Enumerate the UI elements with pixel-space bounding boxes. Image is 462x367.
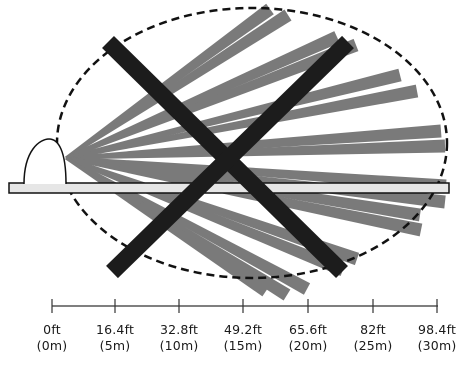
detection-beam bbox=[65, 156, 423, 237]
tick-label-meters: (0m) bbox=[36, 338, 68, 353]
tick-label-feet: 65.6ft bbox=[288, 322, 328, 337]
detection-beam bbox=[65, 68, 402, 160]
distance-axis bbox=[51, 299, 438, 313]
tick-label-meters: (10m) bbox=[159, 338, 199, 353]
axis-tick-label: 32.8ft (10m) bbox=[149, 322, 209, 354]
tick-label-meters: (25m) bbox=[353, 338, 393, 353]
detection-beam bbox=[65, 9, 292, 160]
detection-beam bbox=[65, 3, 274, 160]
axis-tick-label: 16.4ft (5m) bbox=[85, 322, 145, 354]
tick-label-meters: (30m) bbox=[417, 338, 457, 353]
detection-beam bbox=[66, 139, 446, 160]
floor-bar bbox=[8, 182, 450, 194]
detection-beam bbox=[65, 84, 419, 160]
tick-label-feet: 0ft bbox=[43, 322, 61, 337]
tick-label-feet: 49.2ft bbox=[223, 322, 263, 337]
tick-label-meters: (20m) bbox=[288, 338, 328, 353]
axis-tick-label: 49.2ft (15m) bbox=[213, 322, 273, 354]
tick-label-meters: (15m) bbox=[223, 338, 263, 353]
tick-label-feet: 98.4ft bbox=[417, 322, 457, 337]
axis-tick-label: 65.6ft (20m) bbox=[278, 322, 338, 354]
tick-label-feet: 82ft bbox=[360, 322, 386, 337]
axis-tick-label: 98.4ft (30m) bbox=[407, 322, 462, 354]
tick-label-feet: 16.4ft bbox=[95, 322, 135, 337]
detection-beam bbox=[65, 31, 340, 160]
prohibited-cross-icon bbox=[102, 35, 354, 279]
detection-beam bbox=[65, 38, 359, 160]
cross-stroke-b bbox=[106, 35, 354, 279]
tick-label-meters: (5m) bbox=[99, 338, 131, 353]
axis-tick-label: 82ft (25m) bbox=[343, 322, 403, 354]
tick-label-feet: 32.8ft bbox=[159, 322, 199, 337]
axis-tick-label: 0ft (0m) bbox=[22, 322, 82, 354]
sensor-dome bbox=[23, 138, 67, 185]
